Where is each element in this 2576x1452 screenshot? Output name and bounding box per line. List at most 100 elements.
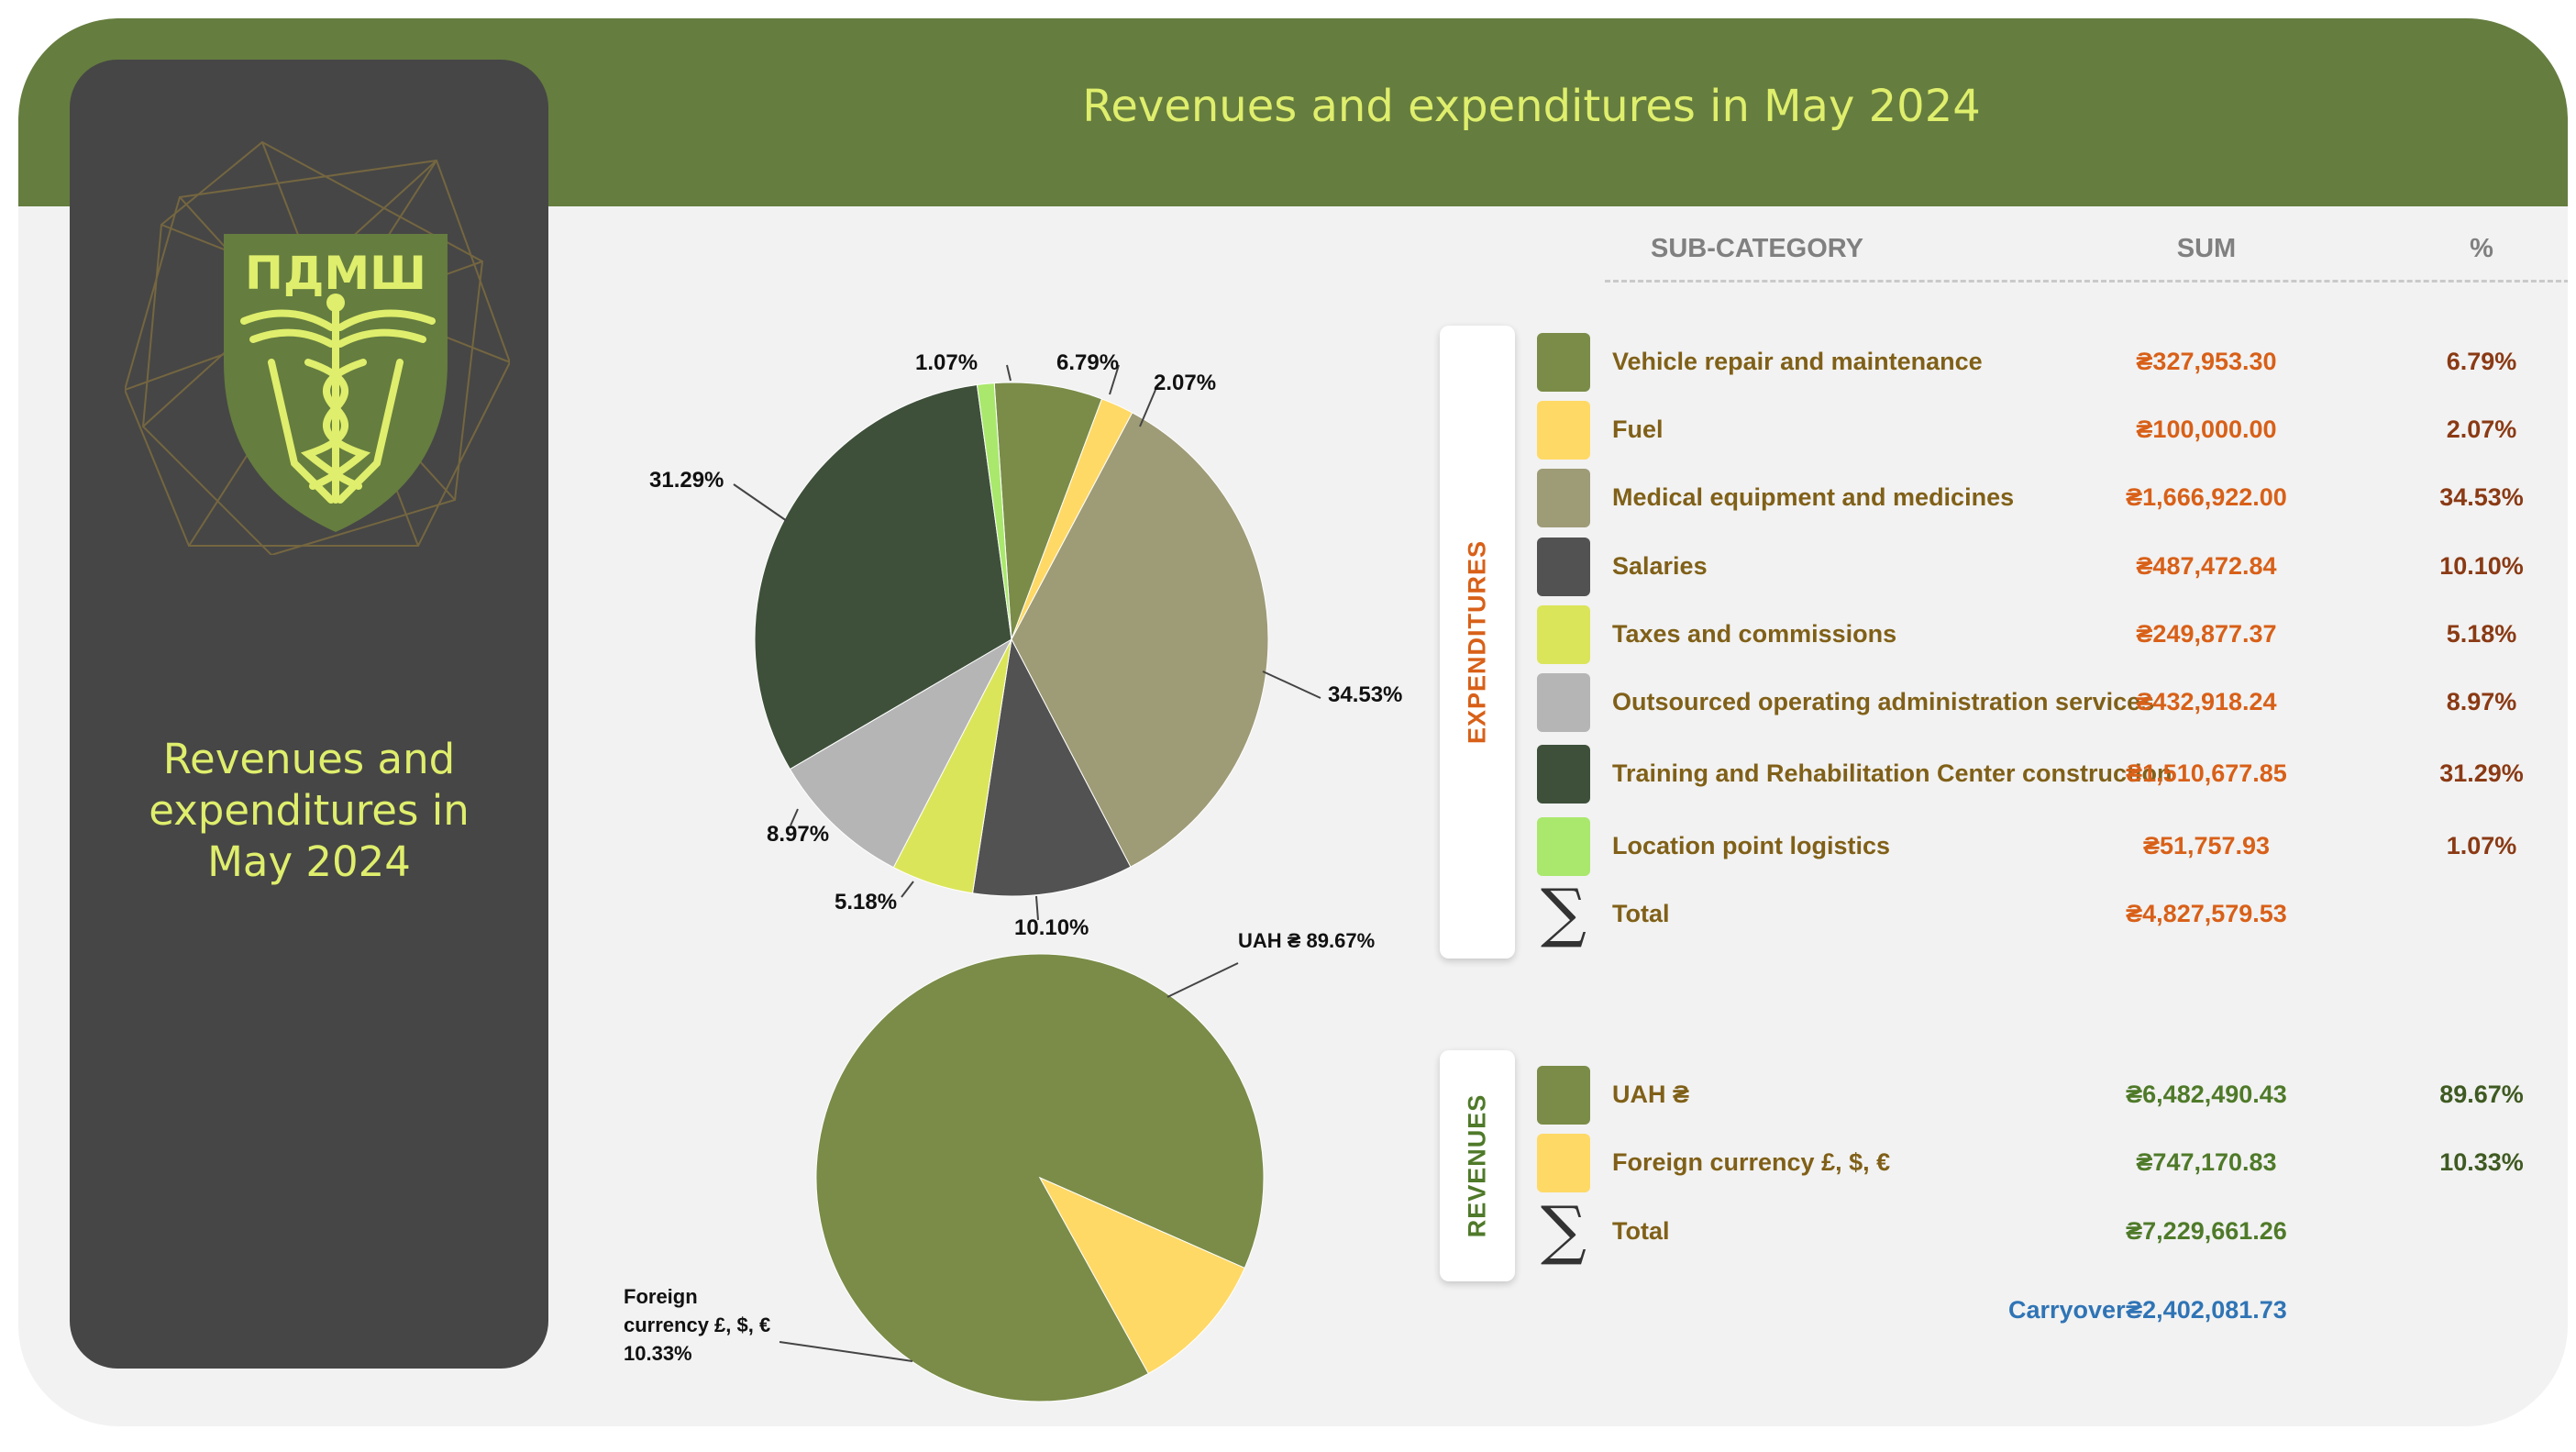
revenue-foreign-label-line: 10.33% bbox=[624, 1342, 692, 1365]
row-name: Training and Rehabilitation Center const… bbox=[1612, 759, 2172, 787]
table-row: Location point logistics ₴51,757.93 1.07… bbox=[1537, 817, 2546, 878]
caduceus-icon bbox=[240, 304, 436, 504]
row-percent: 6.79% bbox=[2446, 348, 2517, 375]
color-swatch bbox=[1537, 673, 1590, 732]
row-sum: ₴100,000.00 bbox=[2136, 416, 2277, 443]
row-sum: ₴249,877.37 bbox=[2136, 620, 2277, 648]
row-name: UAH ₴ bbox=[1612, 1081, 1690, 1108]
row-percent: 89.67% bbox=[2439, 1081, 2524, 1108]
row-name: Fuel bbox=[1612, 416, 1664, 443]
row-name: Outsourced operating administration serv… bbox=[1612, 688, 2155, 715]
sigma-icon: ∑ bbox=[1541, 1192, 1587, 1268]
row-name: Location point logistics bbox=[1612, 832, 1890, 859]
leader-line bbox=[733, 483, 788, 522]
expenditure-slice bbox=[976, 382, 1012, 640]
row-name: Salaries bbox=[1612, 552, 1708, 580]
leader-line bbox=[1006, 364, 1012, 382]
row-sum: ₴7,229,661.26 bbox=[2126, 1217, 2287, 1245]
row-percent: 31.29% bbox=[2439, 759, 2524, 787]
sigma-icon: ∑ bbox=[1541, 875, 1587, 950]
expenditures-section-label: EXPENDITURES bbox=[1463, 539, 1491, 745]
column-header-percent: % bbox=[2470, 234, 2493, 263]
expenditure-percent-label: 10.10% bbox=[1014, 915, 1089, 940]
pie-charts bbox=[733, 364, 1321, 1402]
row-name: Medical equipment and medicines bbox=[1612, 483, 2015, 511]
carryover-value: ₴2,402,081.73 bbox=[2126, 1296, 2287, 1324]
expenditure-percent-label: 31.29% bbox=[649, 468, 724, 493]
color-swatch bbox=[1537, 605, 1590, 664]
column-header-sum: SUM bbox=[2176, 234, 2237, 263]
leader-line bbox=[1139, 389, 1156, 427]
header-divider bbox=[1605, 280, 2568, 283]
sidebar-title-line: expenditures in bbox=[149, 786, 470, 835]
row-sum: ₴1,666,922.00 bbox=[2126, 483, 2287, 511]
row-sum: ₴51,757.93 bbox=[2142, 832, 2271, 859]
color-swatch bbox=[1537, 817, 1590, 876]
row-name: Foreign currency £, $, € bbox=[1612, 1148, 1891, 1176]
row-percent: 5.18% bbox=[2446, 620, 2517, 648]
revenues-section-tab: REVENUES bbox=[1440, 1050, 1515, 1281]
row-name: Total bbox=[1612, 1217, 1670, 1245]
logo-text: ПДМШ bbox=[245, 247, 426, 300]
revenue-slice bbox=[1038, 1176, 1245, 1375]
revenue-foreign-label: Foreign currency £, $, € 10.33% bbox=[624, 1282, 770, 1368]
color-swatch bbox=[1537, 401, 1590, 460]
table-row: Taxes and commissions ₴249,877.37 5.18% bbox=[1537, 605, 2546, 666]
column-header-subcategory: SUB-CATEGORY bbox=[1651, 234, 1863, 263]
leader-line bbox=[1262, 671, 1321, 699]
expenditure-slice bbox=[993, 382, 1103, 640]
carryover-label: Carryover bbox=[2008, 1296, 2126, 1324]
leader-line bbox=[1035, 895, 1039, 921]
row-sum: ₴487,472.84 bbox=[2136, 552, 2277, 580]
table-total-row: ∑ Total ₴7,229,661.26 bbox=[1537, 1193, 2546, 1267]
expenditures-section-tab: EXPENDITURES bbox=[1440, 326, 1515, 959]
expenditure-slice bbox=[971, 637, 1132, 897]
expenditure-slice bbox=[754, 383, 1012, 770]
revenues-section-label: REVENUES bbox=[1463, 1093, 1491, 1238]
leader-line bbox=[901, 881, 914, 898]
row-sum: ₴4,827,579.53 bbox=[2126, 900, 2287, 927]
row-name: Taxes and commissions bbox=[1612, 620, 1897, 648]
row-sum: ₴432,918.24 bbox=[2136, 688, 2277, 715]
table-row: Medical equipment and medicines ₴1,666,9… bbox=[1537, 469, 2546, 529]
color-swatch bbox=[1537, 745, 1590, 804]
leader-line bbox=[1109, 364, 1120, 395]
row-sum: ₴1,510,677.85 bbox=[2126, 759, 2287, 787]
expenditure-slice bbox=[789, 637, 1013, 869]
leader-line bbox=[790, 808, 799, 826]
row-name: Vehicle repair and maintenance bbox=[1612, 348, 1983, 375]
table-row: UAH ₴ ₴6,482,490.43 89.67% bbox=[1537, 1066, 2546, 1126]
table-row: Training and Rehabilitation Center const… bbox=[1537, 745, 2546, 805]
dashboard: Revenues and expenditures in May 2024 ПД… bbox=[18, 18, 2568, 1426]
table-row: Salaries ₴487,472.84 10.10% bbox=[1537, 538, 2546, 598]
row-percent: 2.07% bbox=[2446, 416, 2517, 443]
expenditure-percent-label: 2.07% bbox=[1154, 371, 1217, 395]
row-sum: ₴6,482,490.43 bbox=[2126, 1081, 2287, 1108]
row-percent: 34.53% bbox=[2439, 483, 2524, 511]
leader-line bbox=[1166, 962, 1239, 998]
expenditure-percent-label: 8.97% bbox=[767, 822, 830, 847]
expenditure-percent-label: 1.07% bbox=[915, 350, 978, 375]
sidebar-title-line: May 2024 bbox=[207, 837, 411, 886]
expenditure-percent-label: 6.79% bbox=[1056, 350, 1120, 375]
expenditure-percent-label: 5.18% bbox=[835, 890, 898, 914]
table-row: Outsourced operating administration serv… bbox=[1537, 673, 2546, 734]
row-percent: 10.10% bbox=[2439, 552, 2524, 580]
revenue-foreign-label-line: currency £, $, € bbox=[624, 1313, 771, 1336]
row-sum: ₴747,170.83 bbox=[2136, 1148, 2277, 1176]
row-name: Total bbox=[1612, 900, 1670, 927]
revenue-foreign-label-line: Foreign bbox=[624, 1285, 698, 1308]
row-percent: 1.07% bbox=[2446, 832, 2517, 859]
color-swatch bbox=[1537, 333, 1590, 392]
color-swatch bbox=[1537, 1066, 1590, 1125]
color-swatch bbox=[1537, 469, 1590, 527]
sidebar-title: Revenues and expenditures in May 2024 bbox=[70, 734, 548, 888]
table-total-row: ∑ Total ₴4,827,579.53 bbox=[1537, 876, 2546, 949]
logo: ПДМШ bbox=[125, 140, 510, 555]
table-row: Foreign currency £, $, € ₴747,170.83 10.… bbox=[1537, 1134, 2546, 1194]
row-sum: ₴327,953.30 bbox=[2136, 348, 2277, 375]
expenditure-percent-label: 34.53% bbox=[1328, 682, 1403, 707]
table-row: Vehicle repair and maintenance ₴327,953.… bbox=[1537, 333, 2546, 393]
row-percent: 10.33% bbox=[2439, 1148, 2524, 1176]
expenditure-slice bbox=[1011, 412, 1269, 868]
